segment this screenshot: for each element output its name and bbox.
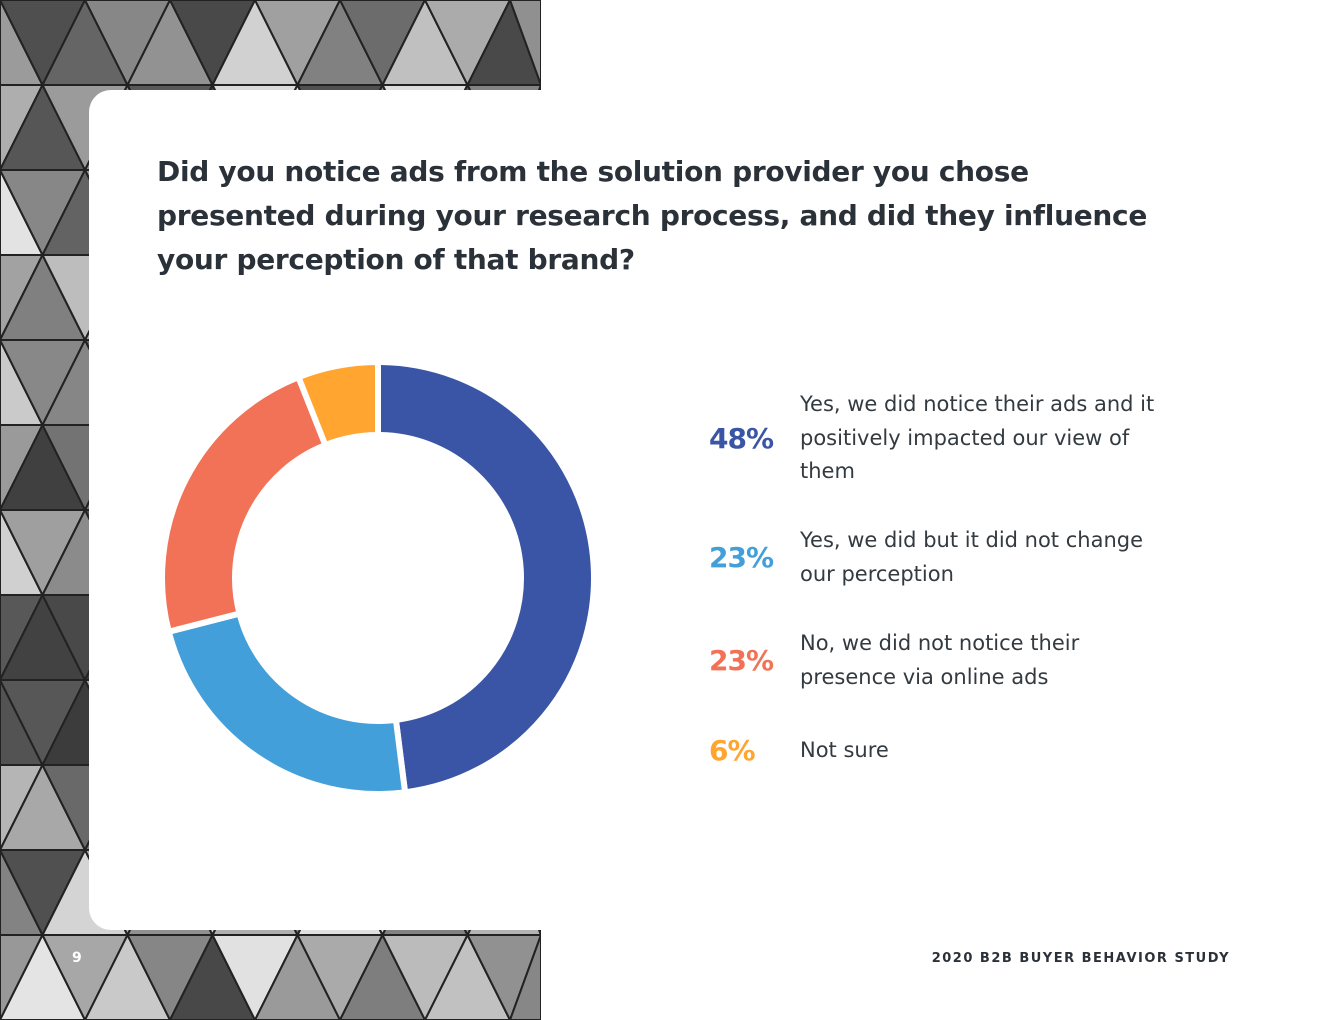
legend-percent: 6% <box>709 734 756 768</box>
donut-chart <box>159 358 597 797</box>
donut-slice-3 <box>294 358 381 449</box>
page-title: Did you notice ads from the solution pro… <box>157 155 1148 276</box>
legend-item: 48% Yes, we did notice their ads and it p… <box>709 388 1180 489</box>
background-facet <box>508 0 541 86</box>
legend-label: Not sure <box>800 738 889 762</box>
legend-percent: 23% <box>709 541 774 574</box>
legend-label: No, we did not notice their presence via… <box>800 631 1080 689</box>
legend-item: 6% Not sure <box>709 734 1180 768</box>
legend-label: Yes, we did but it did not change our pe… <box>800 528 1144 586</box>
donut-slice-2 <box>159 373 330 636</box>
legend-item: 23% Yes, we did but it did not change our… <box>709 524 1180 591</box>
footer-title: 2020 B2B BUYER BEHAVIOR STUDY <box>931 951 1230 966</box>
content-card <box>89 90 1320 930</box>
legend-item: 23% No, we did not notice their presence … <box>709 627 1180 694</box>
page-number: 9 <box>72 950 82 966</box>
legend-percent: 48% <box>709 421 774 455</box>
donut-slice-0 <box>375 358 597 796</box>
donut-slice-1 <box>165 609 409 797</box>
legend-label: Yes, we did notice their ads and it posi… <box>800 392 1155 483</box>
background-facet <box>508 934 541 1020</box>
legend-percent: 23% <box>709 644 774 677</box>
